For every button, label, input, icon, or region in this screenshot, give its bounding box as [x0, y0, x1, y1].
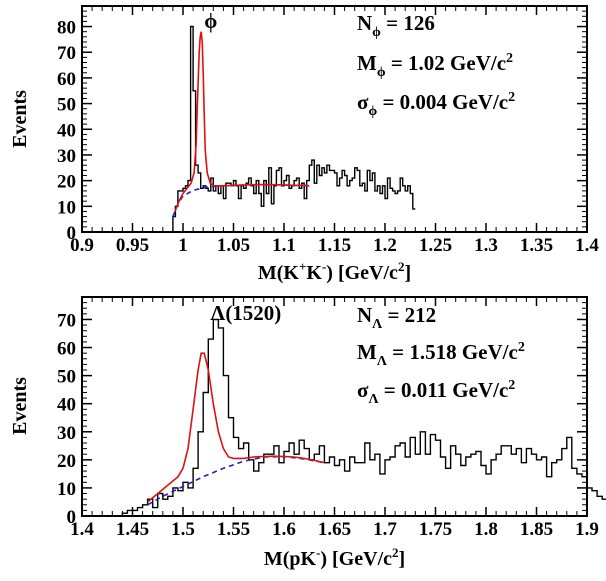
y-tick-label: 20: [57, 451, 76, 472]
x-tick-label: 1.25: [419, 235, 452, 256]
x-tick-label: 1.9: [575, 519, 599, 540]
fit-result-annotation: σΛ = 0.011 GeV/c2: [357, 378, 515, 407]
fit-result-annotation: NΛ = 212: [357, 303, 436, 332]
y-tick-label: 30: [57, 423, 76, 444]
y-tick-label: 10: [57, 197, 76, 218]
x-title-part: K: [306, 262, 322, 284]
annotation-subscript: ϕ: [377, 65, 386, 80]
annotation-superscript: 2: [506, 51, 513, 66]
annotation-value: = 212: [382, 303, 436, 327]
annotation-symbol: N: [357, 11, 372, 35]
y-tick-label: 0: [67, 223, 77, 244]
x-tick-label: 0.95: [116, 235, 149, 256]
annotation-symbol: M: [357, 51, 377, 75]
plot-frame: [81, 5, 588, 233]
background-fit-curve: [172, 183, 310, 217]
total-fit-curve: [147, 352, 325, 503]
annotation-subscript: Λ: [368, 392, 378, 407]
fit-result-annotation: MΛ = 1.518 GeV/c2: [357, 340, 525, 369]
annotation-value: = 1.518 GeV/c: [387, 340, 518, 364]
plot-frame: [81, 296, 588, 517]
x-tick-label: 1.05: [217, 235, 250, 256]
histogram-steps: [172, 25, 416, 232]
x-axis-title: M(pK-) [GeV/c2]: [264, 545, 405, 570]
x-tick-label: 1.6: [272, 519, 296, 540]
y-tick-label: 0: [67, 507, 77, 528]
y-tick-label: 40: [57, 120, 76, 141]
x-tick-label: 1.1: [272, 235, 296, 256]
x-title-part: ) [GeV/c: [326, 262, 398, 284]
x-title-part: ) [GeV/c: [320, 548, 392, 570]
y-tick-label: 30: [57, 146, 76, 167]
y-tick-label: 70: [57, 43, 76, 64]
phi-panel: 0.9 0.95 1 1.05 1.1 1.15 1.2 1.25 1.3 1.35 1.4 0 10 2…: [9, 5, 599, 284]
annotation-symbol: N: [357, 303, 372, 327]
x-tick-label: 1.45: [116, 519, 149, 540]
annotation-value: = 0.004 GeV/c: [377, 90, 508, 114]
annotation-value: = 126: [381, 11, 435, 35]
x-tick-label: 1.85: [520, 519, 553, 540]
annotation-superscript: 2: [508, 90, 515, 105]
y-tick-label: 60: [57, 339, 76, 360]
x-title-part: ]: [404, 262, 411, 284]
y-axis-title: Events: [9, 90, 31, 148]
y-tick-label: 70: [57, 310, 76, 331]
histogram-steps: [82, 318, 606, 517]
peak-label: Λ(1520): [210, 301, 281, 325]
x-title-sup: 2: [398, 259, 405, 274]
x-tick-label: 1.4: [575, 235, 599, 256]
annotation-superscript: 2: [518, 340, 525, 355]
x-title-sup: -: [316, 545, 320, 560]
lambda-panel: 1.4 1.45 1.5 1.55 1.6 1.65 1.7 1.75 1.8 1.85 1.9 0 1…: [9, 296, 606, 570]
x-tick-label: 1.4: [70, 519, 94, 540]
total-fit-curve: [174, 31, 310, 212]
fit-result-annotation: σϕ = 0.004 GeV/c2: [357, 90, 515, 119]
x-tick-label: 1: [178, 235, 188, 256]
y-tick-label: 50: [57, 95, 76, 116]
y-tick-label: 50: [57, 367, 76, 388]
x-tick-label: 1.2: [373, 235, 397, 256]
fit-result-annotation: Mϕ = 1.02 GeV/c2: [357, 51, 513, 80]
y-tick-label: 60: [57, 69, 76, 90]
annotation-subscript: Λ: [377, 354, 387, 369]
x-title-sup: 2: [392, 545, 399, 560]
x-title-part: M(K: [258, 262, 300, 284]
x-title-sup: -: [322, 259, 326, 274]
annotation-subscript: Λ: [372, 317, 382, 332]
x-tick-label: 0.9: [70, 235, 94, 256]
x-tick-label: 1.35: [520, 235, 553, 256]
x-title-part: M(pK: [264, 548, 317, 570]
annotation-symbol: M: [357, 340, 377, 364]
annotation-superscript: 2: [508, 378, 515, 393]
x-axis-title: M(K+K-) [GeV/c2]: [258, 259, 411, 284]
x-tick-label: 1.65: [318, 519, 351, 540]
x-title-part: ]: [399, 548, 406, 570]
x-tick-label: 1.8: [474, 519, 498, 540]
x-title-sup: +: [299, 259, 306, 274]
peak-label: ϕ: [204, 9, 217, 33]
x-tick-label: 1.3: [474, 235, 498, 256]
x-tick-label: 1.55: [217, 519, 250, 540]
y-tick-label: 40: [57, 395, 76, 416]
y-tick-label: 10: [57, 479, 76, 500]
annotation-symbol: σ: [357, 378, 369, 402]
annotation-subscript: ϕ: [368, 104, 377, 119]
annotation-subscript: ϕ: [372, 25, 381, 40]
annotation-value: = 0.011 GeV/c: [378, 378, 508, 402]
fit-result-annotation: Nϕ = 126: [357, 11, 435, 40]
y-axis-title: Events: [9, 377, 31, 435]
annotation-value: = 1.02 GeV/c: [386, 51, 506, 75]
x-tick-label: 1.15: [318, 235, 351, 256]
x-tick-label: 1.7: [373, 519, 397, 540]
y-tick-label: 80: [57, 18, 76, 39]
y-tick-label: 20: [57, 172, 76, 193]
x-tick-label: 1.75: [419, 519, 452, 540]
x-tick-label: 1.5: [171, 519, 195, 540]
annotation-symbol: σ: [357, 90, 369, 114]
